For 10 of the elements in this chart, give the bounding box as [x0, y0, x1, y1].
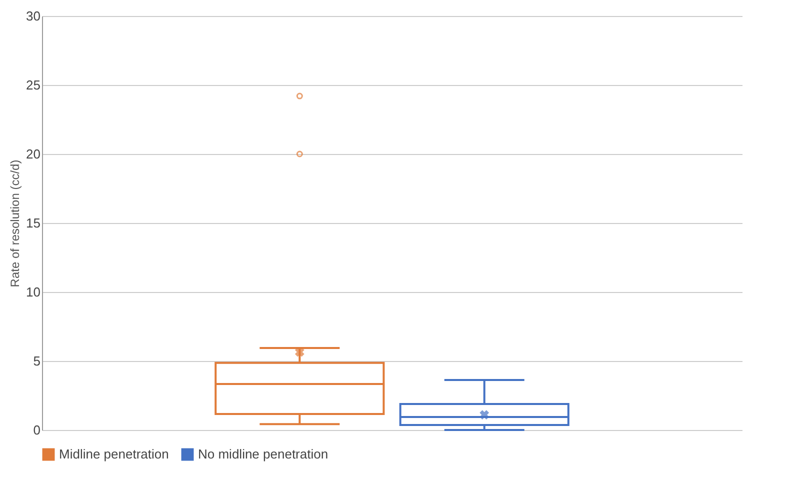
y-tick-label: 30 [26, 8, 40, 24]
y-tick-label: 10 [26, 284, 40, 300]
y-tick-label: 5 [33, 354, 40, 368]
y-tick-label: 0 [33, 422, 40, 438]
y-tick-label: 20 [26, 146, 40, 162]
legend-label: Midline penetration [59, 446, 169, 462]
y-tick-label: 25 [26, 78, 40, 92]
y-axis-title: Rate of resolution (cc/d) [8, 160, 22, 288]
y-tick-label: 15 [26, 216, 40, 230]
legend-label: No midline penetration [198, 446, 328, 462]
